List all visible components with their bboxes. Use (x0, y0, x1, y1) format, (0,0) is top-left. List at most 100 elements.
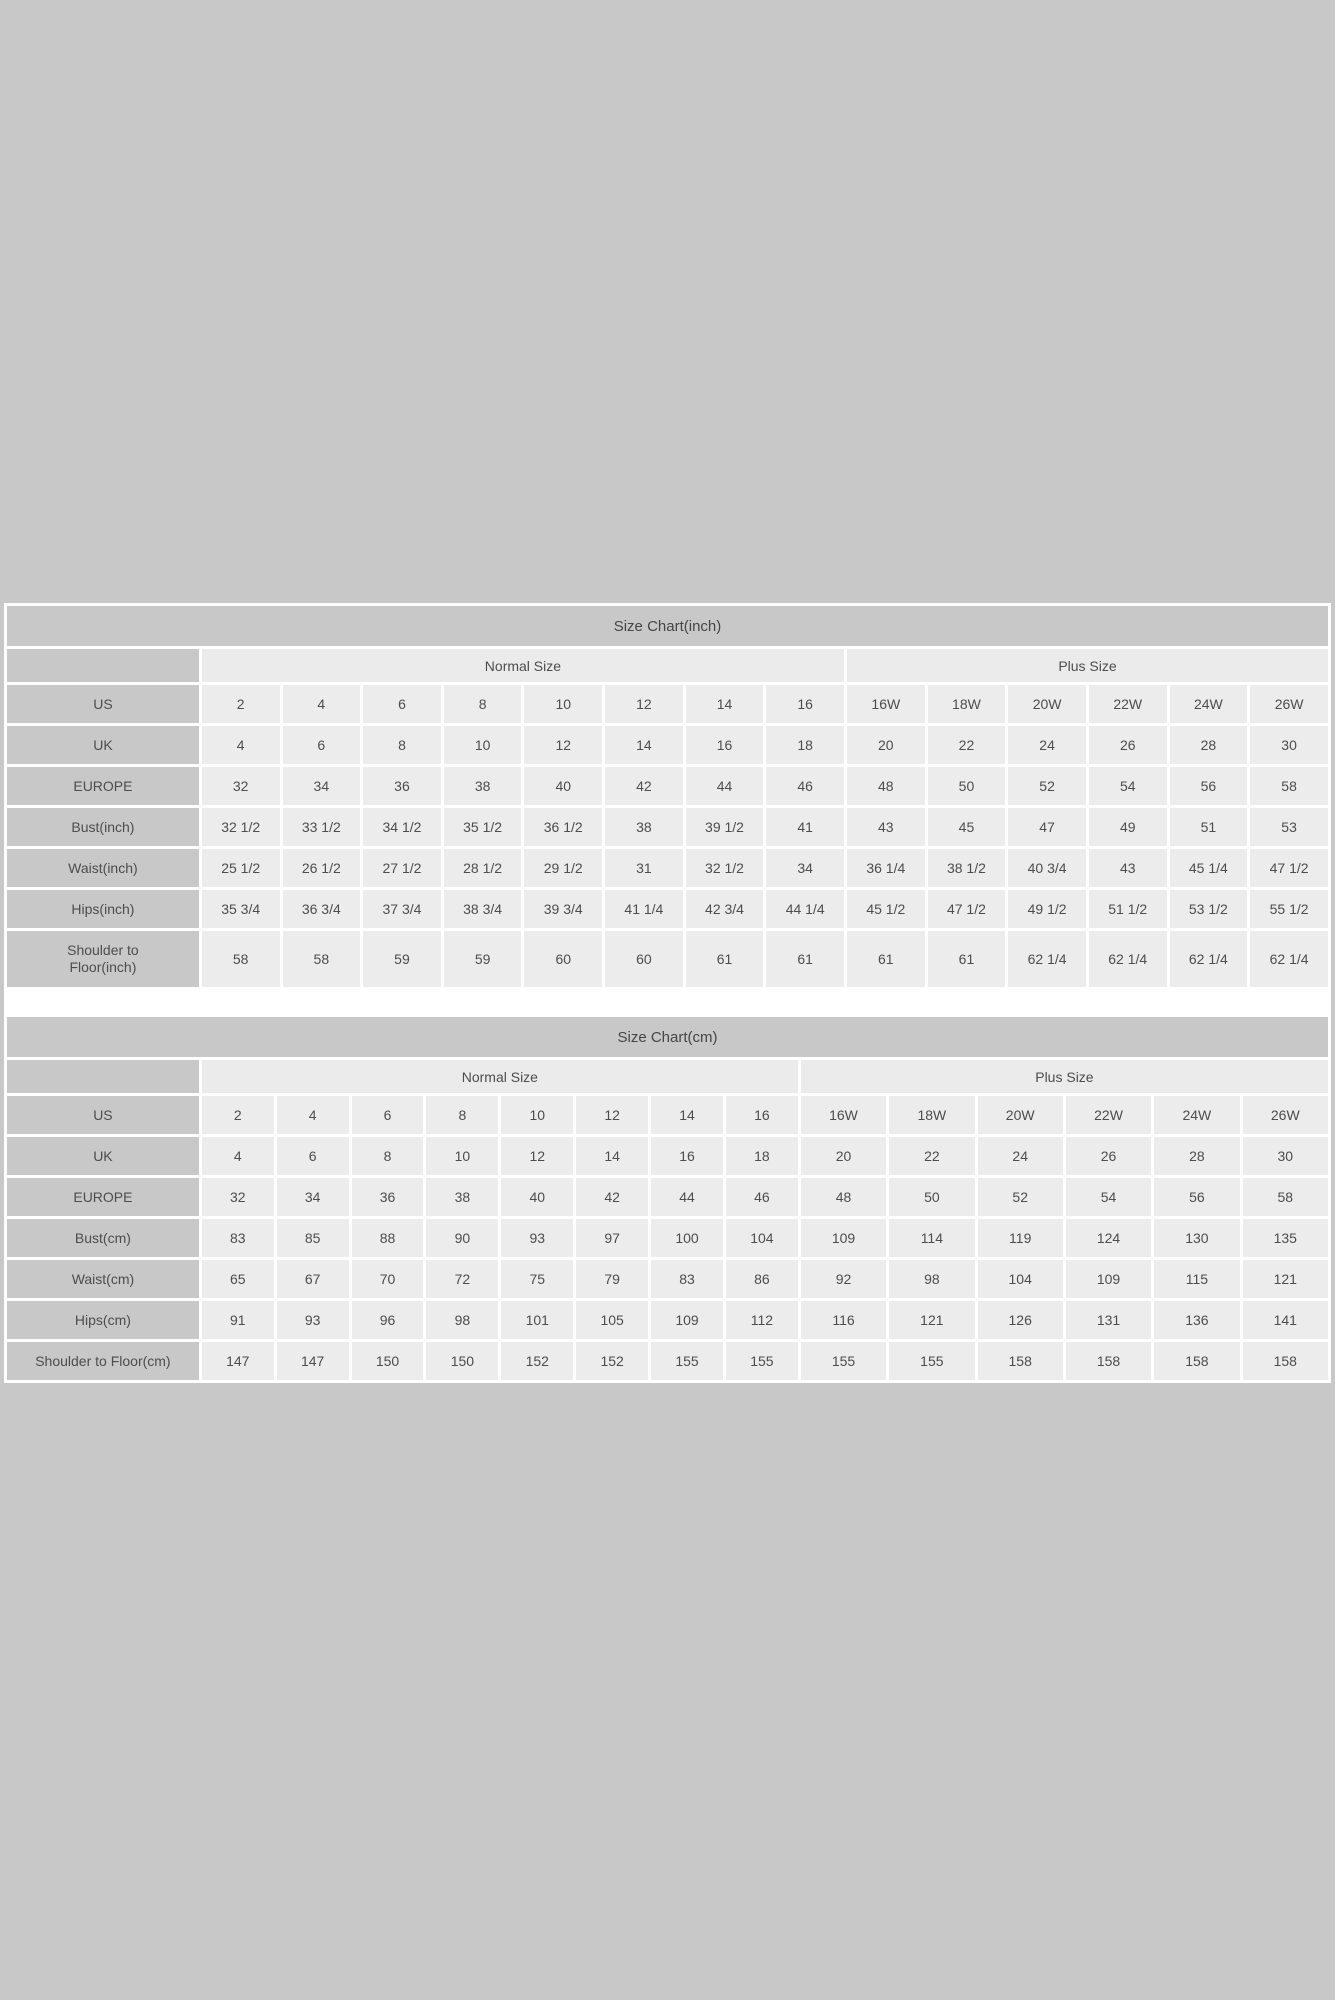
table-cell: 22W (1065, 1096, 1152, 1134)
table-cell: 85 (276, 1219, 349, 1257)
table-cell: 147 (276, 1342, 349, 1380)
row-header-label: Waist(cm) (71, 1271, 135, 1287)
column-group-header: Normal Size (201, 1060, 798, 1093)
row-header-label: Shoulder to Floor(inch) (67, 942, 139, 975)
table-cell: 61 (927, 931, 1006, 987)
table-cell: 141 (1242, 1301, 1328, 1339)
table-cell: 65 (201, 1260, 274, 1298)
row-header-cell: Bust(cm) (7, 1219, 199, 1257)
table-cell: 20 (800, 1137, 887, 1175)
row-header-cell: US (7, 1096, 199, 1134)
table-cell: 26 (1065, 1137, 1152, 1175)
table-cell: 18W (889, 1096, 975, 1134)
table-cell: 121 (1242, 1260, 1328, 1298)
row-header-cell: Hips(inch) (7, 890, 199, 928)
table-cell: 20 (846, 726, 925, 764)
table-cell: 52 (977, 1178, 1063, 1216)
table-cell: 49 1/2 (1008, 890, 1086, 928)
table-cell: 83 (651, 1260, 723, 1298)
table-cell: 35 1/2 (443, 808, 522, 846)
table-cell: 34 (282, 767, 361, 805)
column-group-row: Normal Size Plus Size (7, 649, 1328, 682)
table-cell: 24 (977, 1137, 1063, 1175)
table-cell: 98 (889, 1260, 975, 1298)
table-cell: 31 (605, 849, 683, 887)
table-cell: 100 (651, 1219, 723, 1257)
corner-cell (7, 1060, 199, 1093)
row-header-label: Hips(cm) (74, 1312, 131, 1328)
corner-cell (7, 649, 199, 682)
table-row: Hips(inch) 35 3/4 36 3/4 37 3/4 38 3/4 39 3/4… (7, 890, 1328, 928)
table-cell: 34 (766, 849, 844, 887)
table-title: Size Chart(inch) (7, 606, 1328, 646)
table-cell: 119 (977, 1219, 1063, 1257)
table-cell: 51 1/2 (1088, 890, 1167, 928)
table-cell: 12 (501, 1137, 574, 1175)
table-cell: 60 (605, 931, 683, 987)
row-header-cell: Shoulder to Floor(cm) (7, 1342, 199, 1380)
row-header-cell: EUROPE (7, 767, 199, 805)
table-cell: 58 (1250, 767, 1328, 805)
table-cell: 121 (889, 1301, 975, 1339)
table-cell: 158 (1242, 1342, 1328, 1380)
table-cell: 38 1/2 (927, 849, 1006, 887)
table-cell: 56 (1169, 767, 1248, 805)
table-cell: 4 (201, 726, 280, 764)
table-cell: 62 1/4 (1169, 931, 1248, 987)
table-cell: 28 1/2 (443, 849, 522, 887)
table-cell: 8 (351, 1137, 424, 1175)
table-cell: 116 (800, 1301, 887, 1339)
table-cell: 16W (800, 1096, 887, 1134)
table-cell: 22 (927, 726, 1006, 764)
table-cell: 109 (651, 1301, 723, 1339)
table-cell: 4 (201, 1137, 274, 1175)
table-cell: 10 (443, 726, 522, 764)
table-cell: 79 (576, 1260, 649, 1298)
table-cell: 50 (889, 1178, 975, 1216)
table-cell: 42 (576, 1178, 649, 1216)
table-cell: 90 (426, 1219, 499, 1257)
row-header-cell: UK (7, 726, 199, 764)
table-cell: 24W (1154, 1096, 1240, 1134)
table-cell: 20W (1008, 685, 1086, 723)
table-cell: 10 (426, 1137, 499, 1175)
table-cell: 58 (201, 931, 280, 987)
table-cell: 4 (276, 1096, 349, 1134)
table-cell: 43 (1088, 849, 1167, 887)
table-cell: 59 (363, 931, 441, 987)
table-cell: 10 (524, 685, 603, 723)
column-group-header: Plus Size (846, 649, 1328, 682)
size-chart-cm-table: Size Chart(cm) Normal Size Plus Size US 2 4 6 8… (4, 1014, 1331, 1383)
table-cell: 39 1/2 (685, 808, 764, 846)
table-row: Waist(cm) 65 67 70 72 75 79 83 86 92 98 104 109 115 12… (7, 1260, 1328, 1298)
table-cell: 104 (977, 1260, 1063, 1298)
table-row: EUROPE 32 34 36 38 40 42 44 46 48 50 52 54 56 58 (7, 1178, 1328, 1216)
table-cell: 18 (766, 726, 844, 764)
table-cell: 41 1/4 (605, 890, 683, 928)
table-cell: 46 (725, 1178, 798, 1216)
table-cell: 32 (201, 767, 280, 805)
table-cell: 62 1/4 (1250, 931, 1328, 987)
table-cell: 114 (889, 1219, 975, 1257)
table-cell: 58 (282, 931, 361, 987)
table-title: Size Chart(cm) (7, 1017, 1328, 1057)
table-cell: 18W (927, 685, 1006, 723)
table-cell: 12 (576, 1096, 649, 1134)
table-cell: 46 (766, 767, 844, 805)
table-cell: 152 (501, 1342, 574, 1380)
table-cell: 44 1/4 (766, 890, 844, 928)
table-cell: 28 (1169, 726, 1248, 764)
table-cell: 155 (889, 1342, 975, 1380)
table-cell: 2 (201, 1096, 274, 1134)
table-cell: 43 (846, 808, 925, 846)
table-cell: 40 (524, 767, 603, 805)
row-header-label: UK (93, 1148, 113, 1164)
table-cell: 18 (725, 1137, 798, 1175)
table-cell: 135 (1242, 1219, 1328, 1257)
table-cell: 124 (1065, 1219, 1152, 1257)
table-cell: 16 (725, 1096, 798, 1134)
table-cell: 155 (651, 1342, 723, 1380)
table-cell: 8 (426, 1096, 499, 1134)
table-cell: 33 1/2 (282, 808, 361, 846)
column-group-header: Normal Size (201, 649, 844, 682)
